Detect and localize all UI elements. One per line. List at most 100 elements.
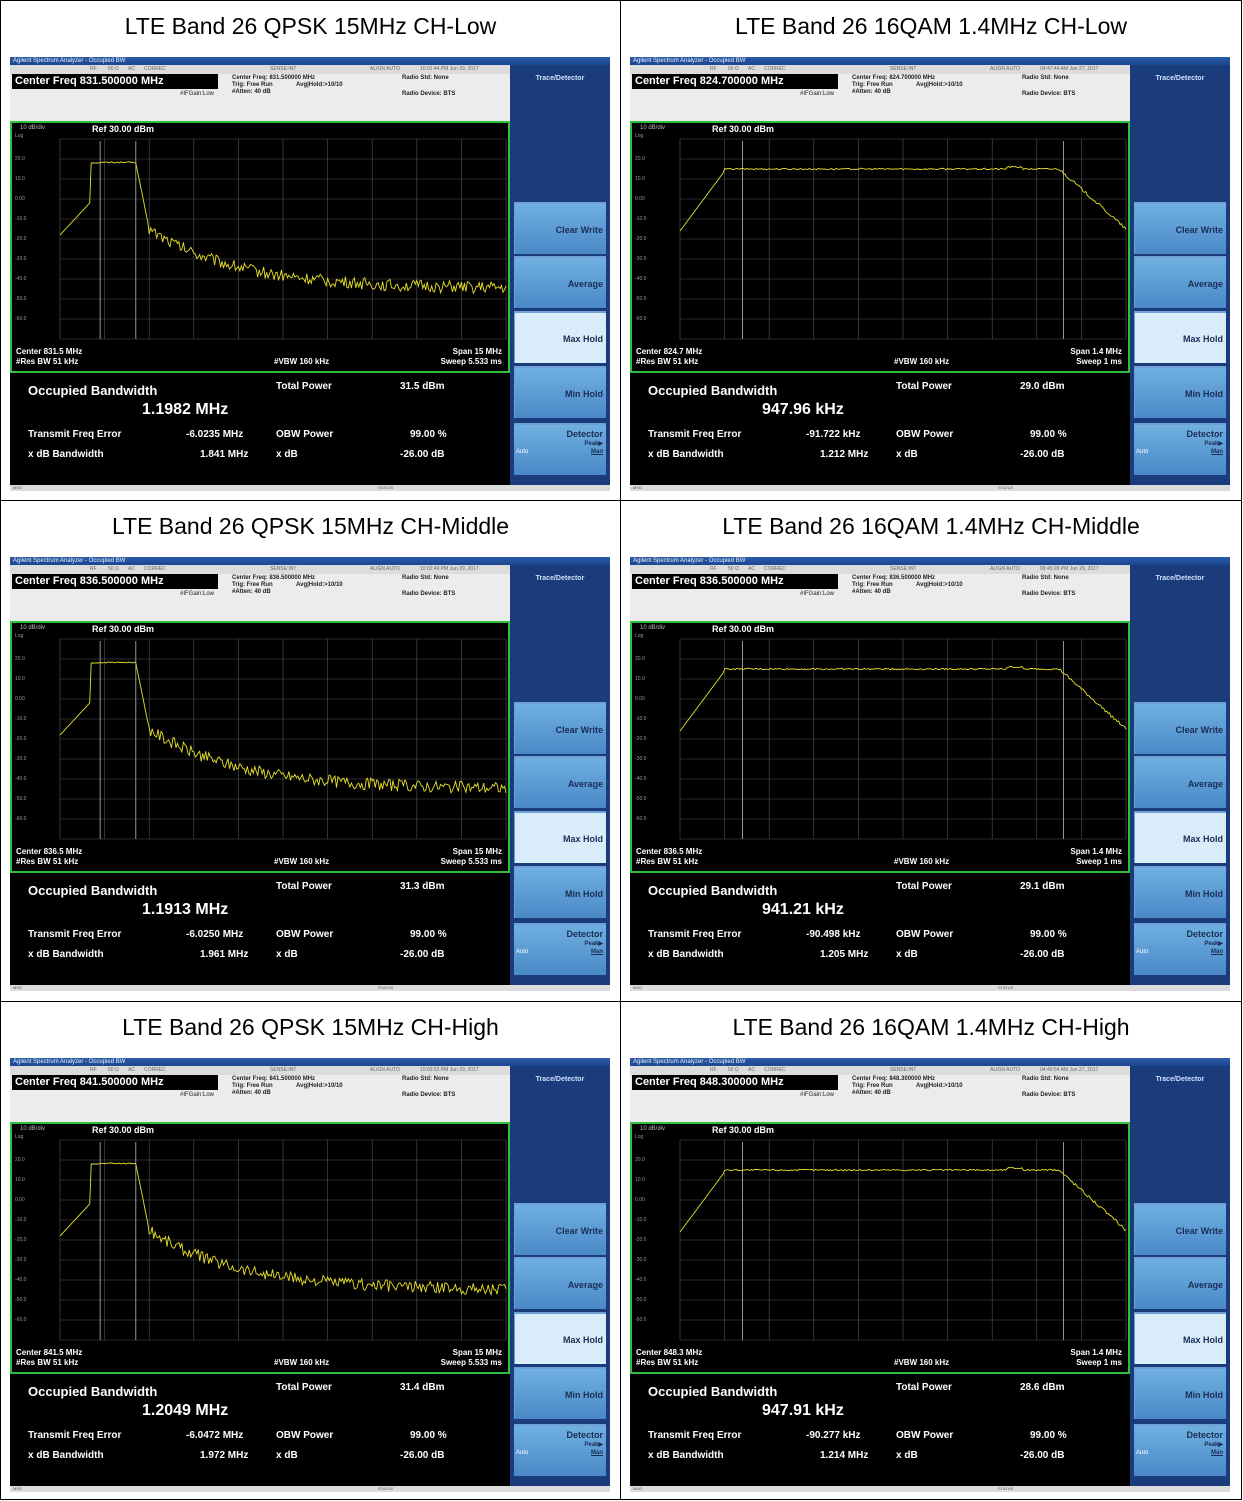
detector-man-option[interactable]: Man <box>1211 1450 1223 1456</box>
avg-hold-readout: Avg|Hold:>10/10 <box>916 82 963 88</box>
average-button[interactable]: Average <box>514 756 606 808</box>
min-hold-button[interactable]: Min Hold <box>1134 366 1226 418</box>
input-status-row: RF 50 Ω AC CORREC SENSE:INT ALIGN AUTO 0… <box>630 65 1130 74</box>
clear-write-button[interactable]: Clear Write <box>1134 202 1226 254</box>
average-button[interactable]: Average <box>1134 756 1226 808</box>
detector-button[interactable]: Detector Peak▶ Auto Man <box>1134 1424 1226 1476</box>
detector-man-option[interactable]: Man <box>591 1450 603 1456</box>
center-freq-display[interactable]: Center Freq 836.500000 MHz <box>12 574 218 589</box>
log-label: Log <box>635 633 644 639</box>
min-hold-button[interactable]: Min Hold <box>514 1367 606 1419</box>
detector-auto-option[interactable]: Auto <box>516 449 529 455</box>
y-tick-label: 0.00 <box>635 696 645 702</box>
spectrum-trace <box>59 161 507 295</box>
radio-device-readout: Radio Device: BTS <box>1022 591 1076 597</box>
max-hold-button[interactable]: Max Hold <box>1134 311 1226 363</box>
obw-power-value: 99.00 % <box>1030 1430 1067 1441</box>
detector-button[interactable]: Detector Peak▶ Auto Man <box>514 1424 606 1476</box>
center-freq-display[interactable]: Center Freq 848.300000 MHz <box>632 1075 838 1090</box>
rf-label: RF <box>710 566 717 572</box>
xdb-bw-label: x dB Bandwidth <box>648 949 724 960</box>
clear-write-button[interactable]: Clear Write <box>1134 702 1226 754</box>
input-status-row: RF 50 Ω AC CORREC SENSE:INT ALIGN AUTO 1… <box>10 1066 510 1075</box>
min-hold-button[interactable]: Min Hold <box>1134 1367 1226 1419</box>
obw-value: 947.91 kHz <box>762 1402 844 1419</box>
max-hold-button[interactable]: Max Hold <box>514 811 606 863</box>
radio-std-readout: Radio Std: None <box>402 575 449 581</box>
spectrum-analyzer-screenshot: Agilent Spectrum Analyzer - Occupied BW … <box>630 557 1230 991</box>
detector-button[interactable]: Detector Peak▶ Auto Man <box>1134 923 1226 975</box>
average-button[interactable]: Average <box>514 256 606 308</box>
max-hold-button[interactable]: Max Hold <box>1134 811 1226 863</box>
trigger-readout: Trig: Free Run <box>232 582 273 588</box>
min-hold-button[interactable]: Min Hold <box>514 366 606 418</box>
softkey-menu-title: Trace/Detector <box>1155 75 1205 82</box>
spectrum-trace <box>679 1167 1127 1233</box>
y-tick-label: 10.0 <box>635 176 645 182</box>
span-label: Span 1.4 MHz <box>1070 847 1122 856</box>
center-freq-display[interactable]: Center Freq 831.500000 MHz <box>12 74 218 89</box>
obw-label: Occupied Bandwidth <box>648 383 778 398</box>
clear-write-button[interactable]: Clear Write <box>514 1203 606 1255</box>
obw-power-label: OBW Power <box>276 929 334 940</box>
detector-man-option[interactable]: Man <box>1211 949 1223 955</box>
detector-button[interactable]: Detector Peak▶ Auto Man <box>1134 423 1226 475</box>
xdb-bw-value: 1.214 MHz <box>820 1450 869 1461</box>
min-hold-button[interactable]: Min Hold <box>514 866 606 918</box>
y-tick-label: -50.0 <box>635 296 647 302</box>
center-freq-display[interactable]: Center Freq 824.700000 MHz <box>632 74 838 89</box>
clear-write-button[interactable]: Clear Write <box>514 202 606 254</box>
softkey-panel: Trace/Detector Clear Write Average Max H… <box>1130 1066 1230 1486</box>
detector-man-option[interactable]: Man <box>591 949 603 955</box>
y-tick-label: -50.0 <box>635 1297 647 1303</box>
min-hold-button[interactable]: Min Hold <box>1134 866 1226 918</box>
sweep-label: Sweep 1 ms <box>1076 357 1122 366</box>
average-button[interactable]: Average <box>1134 1257 1226 1309</box>
center-freq-display[interactable]: Center Freq 836.500000 MHz <box>632 574 838 589</box>
y-tick-label: 10.0 <box>15 1177 25 1183</box>
detector-peak-label: Peak▶ <box>1204 941 1223 947</box>
radio-std-readout: Radio Std: None <box>1022 575 1069 581</box>
y-tick-label: 20.0 <box>635 156 645 162</box>
clear-write-button[interactable]: Clear Write <box>514 702 606 754</box>
clear-write-button[interactable]: Clear Write <box>1134 1203 1226 1255</box>
detector-auto-option[interactable]: Auto <box>1136 449 1149 455</box>
spectrum-plot: 10 dB/div Log Ref 30.00 dBm Center 836.5… <box>630 621 1130 873</box>
max-hold-button[interactable]: Max Hold <box>1134 1312 1226 1364</box>
tfe-label: Transmit Freq Error <box>648 929 742 940</box>
y-tick-label: -30.0 <box>635 1257 647 1263</box>
softkey-menu-title: Trace/Detector <box>535 1076 585 1083</box>
detector-man-option[interactable]: Man <box>1211 449 1223 455</box>
y-tick-label: -40.0 <box>635 776 647 782</box>
y-tick-label: 20.0 <box>15 156 25 162</box>
max-hold-button[interactable]: Max Hold <box>514 311 606 363</box>
total-power-value: 28.6 dBm <box>1020 1382 1065 1393</box>
average-button[interactable]: Average <box>1134 256 1226 308</box>
radio-std-readout: Radio Std: None <box>402 1076 449 1082</box>
xdb-bw-label: x dB Bandwidth <box>648 449 724 460</box>
y-tick-label: -60.0 <box>15 1317 27 1323</box>
detector-auto-option[interactable]: Auto <box>1136 1450 1149 1456</box>
spectrum-trace <box>59 661 507 795</box>
average-button[interactable]: Average <box>514 1257 606 1309</box>
coupling-label: AC <box>128 66 135 72</box>
detector-auto-option[interactable]: Auto <box>1136 949 1149 955</box>
detector-button[interactable]: Detector Peak▶ Auto Man <box>514 923 606 975</box>
measurement-cell-1: LTE Band 26 QPSK 15MHz CH-Low Agilent Sp… <box>0 0 621 501</box>
y-tick-label: -30.0 <box>635 756 647 762</box>
detector-button[interactable]: Detector Peak▶ Auto Man <box>514 423 606 475</box>
rf-label: RF <box>710 1067 717 1073</box>
scale-label: 10 dB/div <box>640 125 666 131</box>
obw-label: Occupied Bandwidth <box>28 883 158 898</box>
radio-std-readout: Radio Std: None <box>1022 1076 1069 1082</box>
coupling-label: AC <box>748 66 755 72</box>
detector-man-option[interactable]: Man <box>591 449 603 455</box>
impedance-label: 50 Ω <box>108 66 119 72</box>
y-tick-label: -10.0 <box>635 716 647 722</box>
center-freq-display[interactable]: Center Freq 841.500000 MHz <box>12 1075 218 1090</box>
max-hold-button[interactable]: Max Hold <box>514 1312 606 1364</box>
detector-auto-option[interactable]: Auto <box>516 949 529 955</box>
xdb-label: x dB <box>276 1450 298 1461</box>
detector-auto-option[interactable]: Auto <box>516 1450 529 1456</box>
window-titlebar: Agilent Spectrum Analyzer - Occupied BW <box>630 57 1230 65</box>
